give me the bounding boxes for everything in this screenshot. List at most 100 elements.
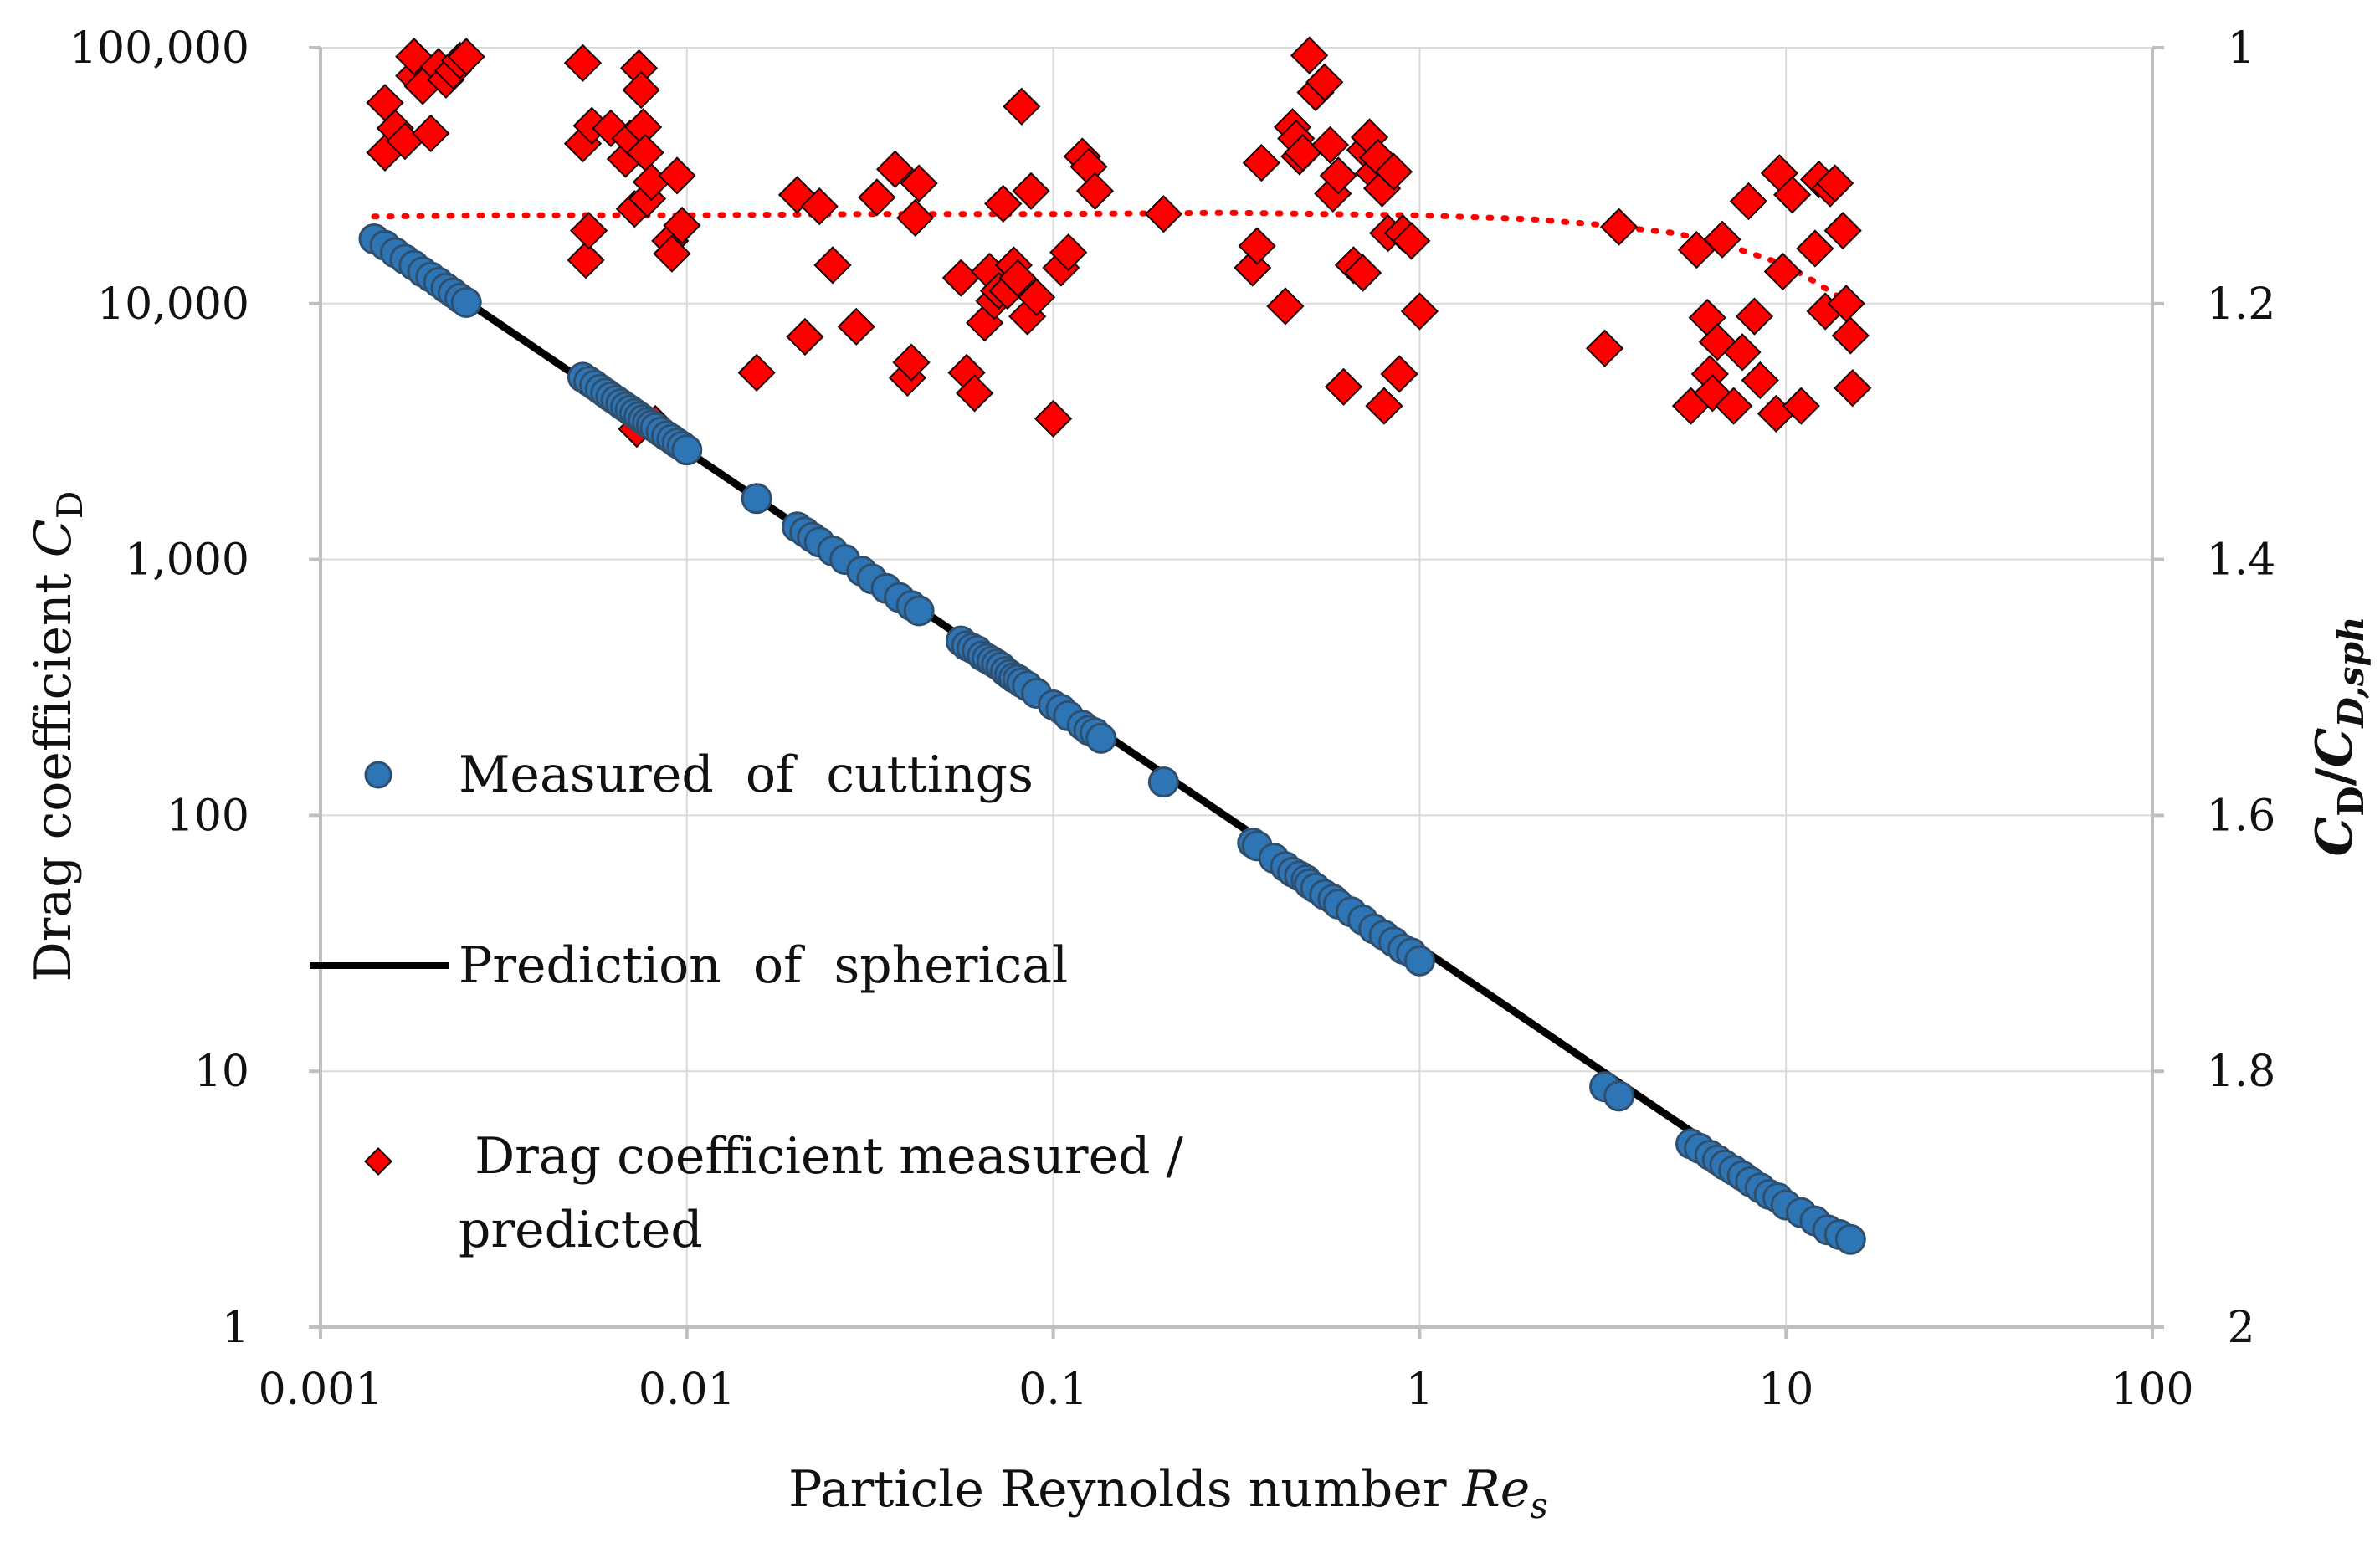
ratio-point [1003, 87, 1041, 126]
ratio-point [858, 178, 896, 217]
ratio-point [1827, 285, 1865, 323]
ratio-point [1703, 220, 1741, 259]
ratio-point [1380, 355, 1418, 393]
measured-point [1085, 722, 1117, 754]
measured-point [1603, 1080, 1635, 1112]
ratio-point [1796, 229, 1834, 268]
ratio-point [1075, 172, 1115, 210]
legend-marker-diamond [364, 1147, 392, 1176]
ratio-point [1144, 195, 1183, 233]
axes [309, 46, 2164, 1339]
x-tick-label: 0.001 [259, 1365, 383, 1415]
y2-tick-label: 1 [2227, 23, 2254, 74]
measured-point [1834, 1223, 1866, 1255]
ratio-point [1729, 182, 1768, 221]
measured-point [903, 595, 935, 627]
ratio-point [1735, 297, 1774, 336]
ratio-point [1763, 252, 1803, 291]
ratio-point [1831, 316, 1870, 355]
ratio-point [1017, 278, 1056, 316]
legend: Measured of cuttings Prediction of spher… [310, 746, 1184, 1259]
measured-point [450, 286, 482, 318]
ratio-point [626, 133, 664, 172]
ratio-point [623, 108, 663, 146]
tick-labels: 0.001 0.01 0.1 1 10 100 1 10 100 1,000 10,000 100,0… [69, 23, 2275, 1415]
ratio-point [800, 187, 839, 226]
y-tick-label: 1 [222, 1303, 249, 1353]
ratio-point [837, 307, 875, 346]
ratio-point [1374, 152, 1413, 191]
y-tick-label: 100 [167, 791, 249, 841]
ratio-point [1238, 227, 1276, 265]
ratio-point [941, 259, 980, 297]
ratio-point [1324, 367, 1363, 406]
ratio-point [1305, 63, 1344, 101]
legend-label-measured: Measured of cuttings [459, 746, 1034, 804]
x-tick-label: 1 [1406, 1365, 1434, 1415]
ratio-point [1049, 233, 1088, 272]
ratio-point [1034, 399, 1073, 438]
ratio-point [984, 184, 1023, 223]
ratio-point [1723, 333, 1762, 372]
x-tick-label: 0.01 [639, 1365, 736, 1415]
diamond-layer [366, 36, 1872, 449]
ratio-point [1319, 156, 1357, 195]
ratio-point [632, 162, 670, 202]
ratio-point [955, 374, 994, 413]
ratio-point [1585, 329, 1624, 367]
ratio-point [1782, 387, 1820, 425]
ratio-point [1741, 361, 1779, 400]
ratio-point [875, 150, 915, 188]
y2-tick-label: 1.2 [2207, 279, 2276, 330]
ratio-point [737, 353, 776, 392]
ratio-point [619, 49, 659, 88]
ratio-point [1365, 387, 1403, 425]
ratio-point [1311, 126, 1350, 164]
measured-point [1147, 766, 1179, 798]
ratio-point [653, 234, 691, 273]
ratio-point [786, 317, 824, 356]
y2-tick-label: 1.8 [2207, 1047, 2276, 1097]
legend-label-ratio-line2: predicted [459, 1201, 703, 1259]
measured-point [1403, 945, 1435, 977]
ratio-point [896, 198, 935, 237]
ratio-point [563, 44, 603, 82]
ratio-point [1599, 208, 1639, 246]
ratio-point [1012, 172, 1050, 210]
ratio-point [412, 114, 450, 153]
y-tick-label: 10 [194, 1047, 249, 1097]
ratio-point [1284, 133, 1322, 172]
ratio-point [998, 259, 1037, 297]
y2-axis-label: CD/CD,sph [2306, 617, 2372, 857]
x-tick-label: 10 [1758, 1365, 1813, 1415]
y2-tick-label: 1.6 [2207, 791, 2276, 841]
y2-tick-label: 1.4 [2207, 536, 2276, 586]
legend-label-ratio: Drag coefficient measured / [459, 1127, 1184, 1186]
ratio-point [1773, 176, 1812, 214]
ratio-point [658, 156, 696, 195]
ratio-point [1343, 254, 1382, 292]
y-tick-label: 1,000 [125, 536, 249, 586]
ratio-point [567, 241, 605, 279]
x-tick-label: 0.1 [1018, 1365, 1088, 1415]
x-axis-label: Particle Reynolds number Res [788, 1460, 1548, 1526]
ratio-point [622, 70, 660, 110]
measured-point [741, 483, 772, 515]
y-tick-label: 100,000 [69, 23, 249, 74]
legend-label-prediction: Prediction of spherical [459, 936, 1068, 995]
measured-point [671, 434, 703, 466]
ratio-point [569, 212, 608, 250]
y-axis-label: Drag coefficient CD [24, 491, 90, 982]
ratio-point [1834, 369, 1872, 408]
ratio-point [1266, 287, 1305, 326]
circle-layer [358, 223, 1866, 1255]
ratio-point [1242, 143, 1280, 182]
y-tick-label: 10,000 [97, 279, 249, 330]
ratio-point [663, 206, 701, 245]
legend-marker-circle [364, 761, 392, 789]
ratio-point [1393, 222, 1431, 260]
x-tick-label: 100 [2111, 1365, 2193, 1415]
ratio-point [1290, 36, 1329, 74]
ratio-point [892, 343, 931, 382]
